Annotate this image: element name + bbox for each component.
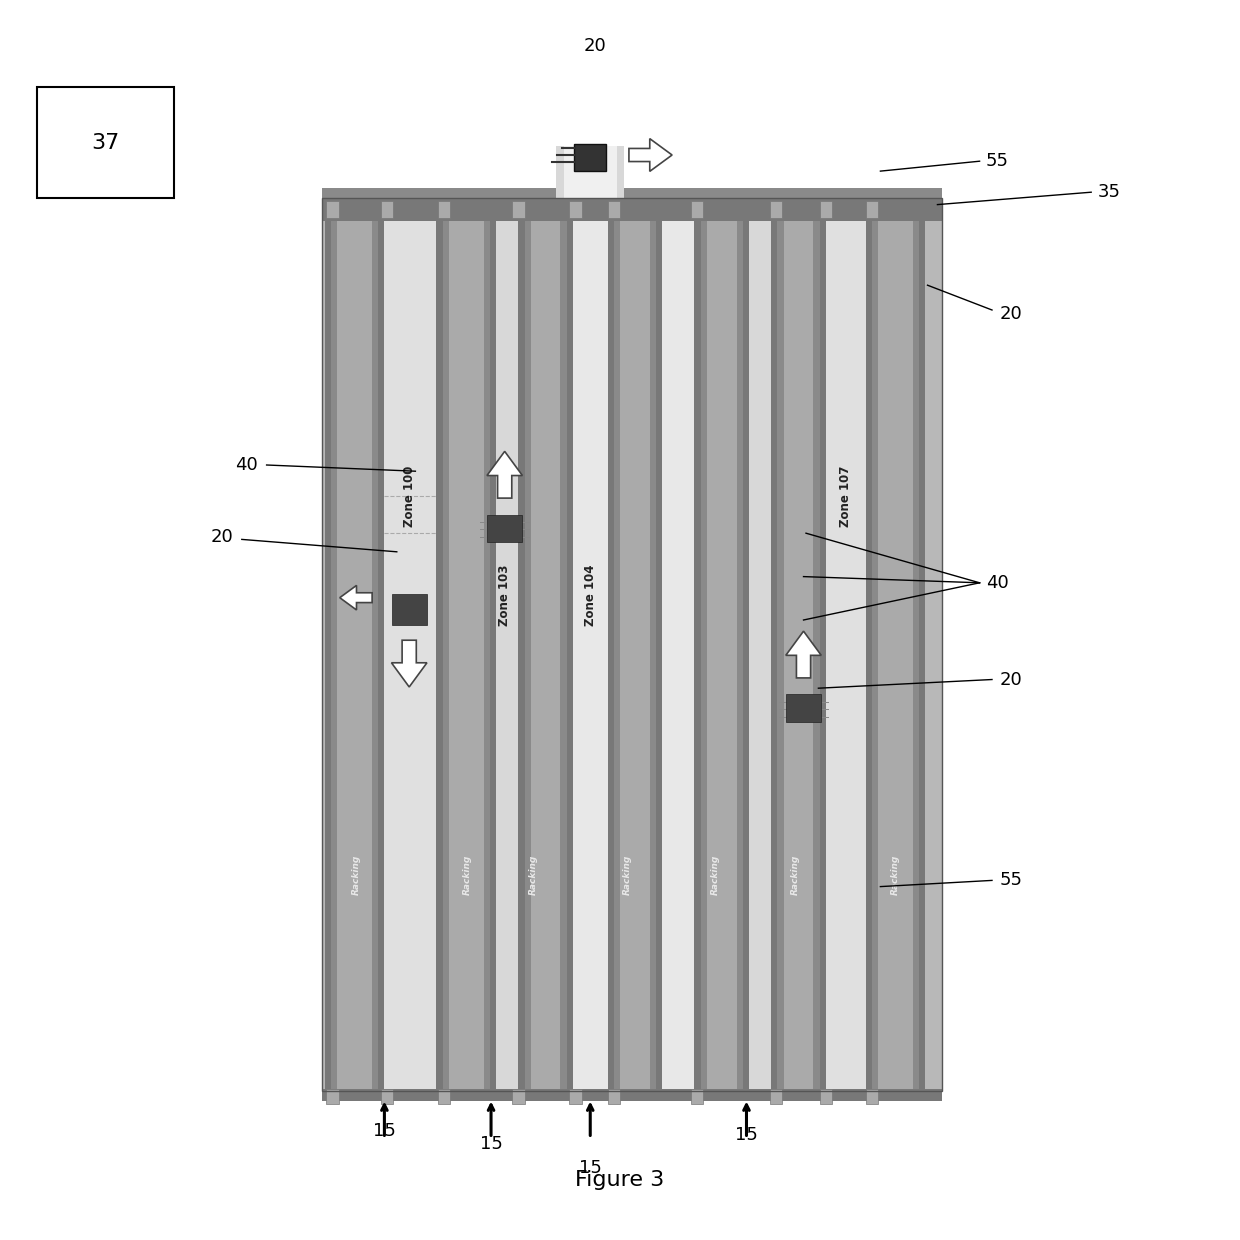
Bar [326, 1089, 339, 1104]
Bar [826, 198, 866, 1091]
Text: 55: 55 [986, 153, 1009, 170]
Polygon shape [786, 631, 821, 678]
Bar [37, 87, 174, 198]
Bar [331, 198, 378, 1091]
Text: Racking: Racking [463, 854, 472, 895]
Bar [322, 198, 942, 1091]
Text: 15: 15 [373, 1122, 396, 1141]
Bar [569, 1089, 582, 1104]
Bar [322, 1089, 942, 1101]
Bar [381, 1089, 393, 1104]
Bar [820, 201, 832, 218]
Text: Racking: Racking [790, 854, 800, 895]
Bar [322, 198, 942, 1091]
Bar [866, 1089, 878, 1104]
Text: Racking: Racking [622, 854, 632, 895]
Bar [691, 201, 703, 218]
Bar [614, 198, 656, 1091]
Bar [449, 198, 484, 1091]
Bar [878, 198, 913, 1091]
Text: Zone 107: Zone 107 [839, 465, 852, 527]
Text: Racking: Racking [890, 854, 900, 895]
Text: 20: 20 [584, 36, 606, 55]
Bar [392, 594, 427, 625]
Bar [786, 694, 821, 722]
Bar [770, 201, 782, 218]
Text: Zone 100: Zone 100 [403, 465, 415, 527]
Bar [512, 201, 525, 218]
Bar [770, 1089, 782, 1104]
Bar [573, 198, 608, 1091]
Bar [325, 198, 384, 1091]
Bar [777, 198, 820, 1091]
Bar [491, 198, 518, 1091]
Bar [569, 201, 582, 218]
Text: 20: 20 [999, 671, 1022, 688]
Bar [620, 198, 650, 1091]
Bar [784, 198, 813, 1091]
Polygon shape [629, 139, 672, 171]
Text: Zone 104: Zone 104 [584, 564, 596, 626]
Bar [820, 1089, 832, 1104]
Bar [574, 144, 606, 171]
Text: 55: 55 [999, 872, 1023, 889]
Bar [707, 198, 737, 1091]
Bar [436, 198, 496, 1091]
Text: Racking: Racking [528, 854, 538, 895]
Bar [438, 201, 450, 218]
Text: 15: 15 [579, 1159, 601, 1178]
Text: 20: 20 [999, 305, 1022, 322]
Bar [556, 146, 624, 198]
Bar [694, 198, 749, 1091]
Bar [866, 198, 925, 1091]
Bar [525, 198, 567, 1091]
Bar [771, 198, 826, 1091]
Bar [326, 201, 339, 218]
Text: Figure 3: Figure 3 [575, 1171, 665, 1190]
Bar [381, 201, 393, 218]
Polygon shape [392, 640, 427, 687]
Bar [384, 198, 436, 1091]
Bar [691, 1089, 703, 1104]
Bar [322, 188, 942, 198]
Polygon shape [487, 451, 522, 498]
Text: Zone 103: Zone 103 [498, 564, 511, 626]
Polygon shape [340, 585, 372, 610]
Bar [563, 146, 616, 198]
Bar [749, 198, 771, 1091]
Bar [337, 198, 372, 1091]
Bar [322, 198, 942, 221]
Bar [531, 198, 560, 1091]
Bar [443, 198, 490, 1091]
Text: 37: 37 [92, 133, 119, 153]
Bar [438, 1089, 450, 1104]
Bar [608, 198, 662, 1091]
Text: Racking: Racking [711, 854, 720, 895]
Text: 40: 40 [236, 456, 258, 474]
Bar [662, 198, 697, 1091]
Bar [608, 1089, 620, 1104]
Bar [872, 198, 919, 1091]
Text: 35: 35 [1097, 184, 1121, 201]
Bar [512, 1089, 525, 1104]
Bar [487, 515, 522, 542]
Text: 15: 15 [480, 1135, 502, 1153]
Bar [608, 201, 620, 218]
Text: Racking: Racking [351, 854, 361, 895]
Text: 40: 40 [986, 574, 1008, 591]
Bar [518, 198, 573, 1091]
Bar [701, 198, 743, 1091]
Bar [866, 201, 878, 218]
Text: 20: 20 [211, 528, 233, 546]
Text: 15: 15 [735, 1126, 758, 1145]
